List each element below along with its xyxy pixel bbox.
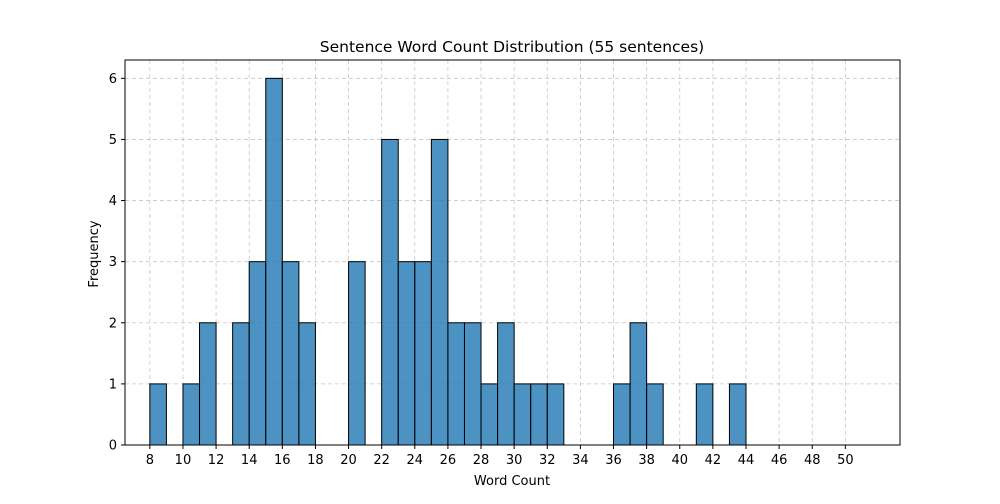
histogram-bar (149, 383, 167, 446)
histogram-bar (497, 322, 515, 446)
x-tick-label: 36 (605, 453, 622, 468)
histogram-bar (430, 138, 449, 446)
histogram-bar (348, 261, 366, 446)
y-tick-label: 6 (109, 72, 117, 87)
histogram-bar (728, 383, 747, 446)
histogram-bar (447, 322, 465, 446)
x-tick-label: 44 (738, 453, 755, 468)
y-tick-label: 1 (109, 377, 117, 392)
histogram-bar (232, 322, 250, 446)
y-tick-label: 3 (109, 255, 117, 270)
x-tick-label: 10 (175, 453, 192, 468)
x-tick-label: 8 (146, 453, 154, 468)
x-tick-label: 12 (208, 453, 225, 468)
histogram-bar (530, 383, 548, 446)
x-tick-label: 20 (340, 453, 357, 468)
histogram-bar (613, 383, 631, 446)
histogram-bar (397, 261, 416, 446)
x-tick-label: 34 (572, 453, 589, 468)
histogram-bar (381, 138, 399, 446)
histogram-bar (546, 383, 565, 446)
y-axis-ticks: 0 1 2 3 4 5 6 (109, 72, 125, 454)
x-tick-label: 42 (705, 453, 722, 468)
x-tick-label: 26 (440, 453, 457, 468)
x-axis-ticks: 8 10 12 14 16 18 20 22 24 26 28 30 32 34 36 38 40 42 44 46 4… (146, 445, 854, 468)
y-tick-label: 4 (109, 194, 117, 209)
histogram-bar (646, 383, 664, 446)
histogram-bar (414, 261, 432, 446)
x-tick-label: 28 (473, 453, 490, 468)
chart-title: Sentence Word Count Distribution (55 sen… (320, 38, 704, 56)
histogram-bar (629, 322, 648, 446)
histogram-bar (463, 322, 482, 446)
x-tick-label: 38 (638, 453, 655, 468)
histogram-bar (199, 322, 217, 446)
histogram-bar (480, 383, 499, 446)
x-tick-label: 32 (539, 453, 556, 468)
histogram-bar (248, 261, 267, 446)
y-tick-label: 5 (109, 133, 117, 148)
x-tick-label: 50 (837, 453, 854, 468)
bars (149, 77, 747, 446)
y-tick-label: 2 (109, 316, 117, 331)
histogram-bar (695, 383, 714, 446)
x-tick-label: 46 (771, 453, 788, 468)
x-tick-label: 18 (307, 453, 324, 468)
histogram-bar (513, 383, 532, 446)
plot-frame (124, 59, 901, 446)
y-tick-label: 0 (109, 439, 117, 454)
x-tick-label: 14 (241, 453, 258, 468)
x-tick-label: 40 (671, 453, 688, 468)
histogram-bar (298, 322, 316, 446)
histogram-bar (281, 261, 300, 446)
histogram-bar (182, 383, 201, 446)
histogram-bar (265, 77, 283, 446)
x-axis-label: Word Count (474, 474, 550, 489)
x-tick-label: 22 (373, 453, 390, 468)
x-tick-label: 24 (407, 453, 424, 468)
x-tick-label: 48 (804, 453, 821, 468)
y-axis-label: Frequency (87, 220, 102, 287)
x-tick-label: 30 (506, 453, 523, 468)
x-tick-label: 16 (274, 453, 291, 468)
